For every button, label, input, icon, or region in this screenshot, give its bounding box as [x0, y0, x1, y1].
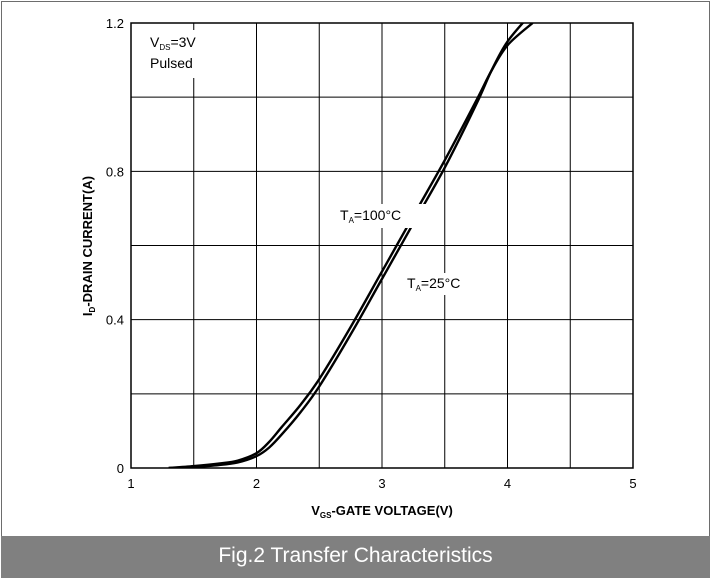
x-tick-label: 5	[629, 476, 636, 491]
transfer-characteristics-chart: 1 2 3 4 5 0 0.4 0.8 1.2 VDS=3V Pulsed TA=100°C T…	[80, 16, 637, 520]
condition-label: VDS=3V	[150, 34, 196, 52]
y-tick-label: 0	[117, 461, 124, 476]
y-tick-label: 0.8	[106, 164, 124, 179]
y-tick-label: 1.2	[106, 16, 124, 31]
series-line-25c	[168, 23, 525, 468]
x-tick-label: 3	[378, 476, 385, 491]
y-tick-label: 0.4	[106, 313, 124, 328]
x-tick-label: 1	[127, 476, 134, 491]
series-label-25c-background	[404, 273, 470, 295]
figure-caption: Fig.2 Transfer Characteristics	[1, 536, 710, 578]
data-series	[168, 23, 534, 468]
y-axis-title: ID-DRAIN CURRENT(A)	[80, 176, 97, 316]
condition-label-line2: Pulsed	[150, 55, 193, 71]
x-tick-label: 4	[504, 476, 511, 491]
series-label-25c: TA=25°C	[407, 275, 460, 293]
condition-label-background	[146, 30, 232, 78]
x-tick-label: 2	[253, 476, 260, 491]
gridlines	[131, 23, 633, 468]
x-axis-title: VGS-GATE VOLTAGE(V)	[311, 503, 453, 520]
tick-labels: 1 2 3 4 5 0 0.4 0.8 1.2	[106, 16, 637, 491]
series-label-100c-background	[336, 204, 430, 228]
series-label-100c: TA=100°C	[340, 207, 401, 225]
plot-area-border	[130, 22, 634, 469]
